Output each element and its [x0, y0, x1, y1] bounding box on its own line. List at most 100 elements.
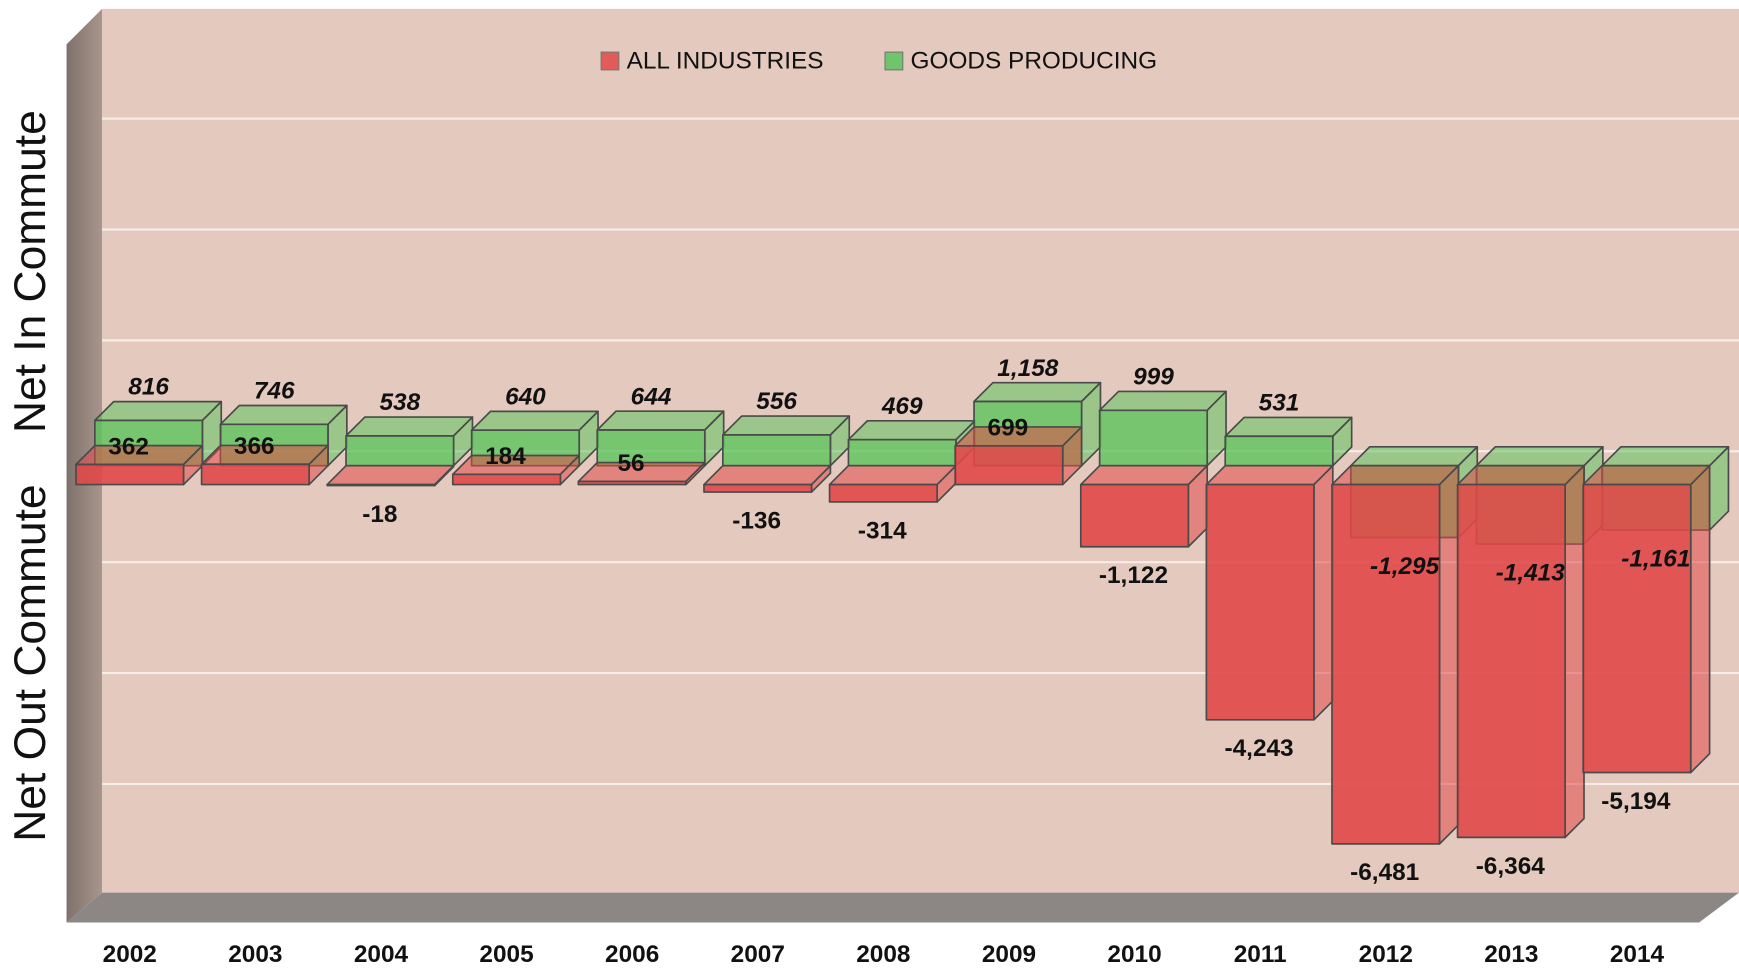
data-label: -314	[858, 517, 907, 544]
bar-top	[1079, 464, 1209, 486]
x-tick-label: 2005	[479, 941, 533, 968]
bar	[75, 444, 204, 486]
bar-side	[1689, 464, 1711, 774]
bar-front	[1582, 483, 1692, 774]
bar	[1331, 464, 1460, 845]
bar-front	[828, 483, 938, 503]
data-label: 184	[485, 443, 526, 470]
bar	[1205, 464, 1334, 721]
bar-front	[577, 480, 687, 486]
y-axis-label: Net In Commute	[6, 110, 55, 433]
data-label: 469	[881, 393, 923, 420]
bar-side	[1564, 464, 1585, 839]
x-tick-label: 2002	[103, 941, 157, 968]
bar-top	[1098, 390, 1227, 412]
data-label: 556	[756, 388, 797, 415]
bar-top	[847, 420, 976, 441]
x-tick-label: 2004	[354, 941, 409, 968]
data-label: 362	[108, 433, 149, 460]
data-label: -18	[362, 501, 397, 528]
data-label: 699	[988, 415, 1029, 442]
x-tick-label: 2010	[1107, 941, 1161, 968]
bar-top	[1205, 464, 1334, 486]
bar	[326, 464, 455, 487]
data-label: 531	[1259, 390, 1300, 417]
floor	[66, 892, 1739, 923]
bar-top	[219, 404, 348, 426]
bar	[1456, 464, 1585, 839]
bar	[703, 464, 832, 493]
data-label: 366	[234, 433, 275, 460]
bar-top	[973, 381, 1102, 403]
bar-front	[75, 463, 185, 486]
x-tick-label: 2013	[1484, 941, 1538, 968]
legend: ALL INDUSTRIES GOODS PRODUCING	[600, 48, 1157, 75]
data-label: -1,413	[1496, 559, 1566, 586]
bar-front	[721, 434, 832, 467]
bars	[75, 381, 1730, 845]
bar-top	[1224, 416, 1353, 438]
bar-front	[954, 444, 1064, 486]
bar-top	[470, 410, 599, 432]
x-tick-label: 2003	[228, 941, 282, 968]
bar-front	[345, 435, 455, 467]
bar-top	[596, 410, 725, 431]
bar	[1224, 416, 1353, 467]
x-tick-label: 2006	[605, 941, 659, 968]
bar-front	[1079, 483, 1190, 548]
bar-top	[345, 416, 474, 437]
x-tick-label: 2011	[1234, 941, 1287, 968]
bar-top	[828, 464, 957, 486]
bar-top	[1601, 446, 1730, 467]
bar-top	[1349, 446, 1479, 467]
data-label: 56	[617, 450, 644, 477]
bar-top	[703, 464, 832, 486]
data-label: -1,122	[1099, 562, 1168, 589]
bar-front	[326, 483, 436, 487]
bar	[577, 461, 706, 486]
bar-top	[1475, 446, 1604, 467]
bar-top	[1582, 464, 1711, 486]
data-label: -136	[732, 507, 781, 534]
legend-label: ALL INDUSTRIES	[627, 48, 824, 75]
bar	[828, 464, 957, 503]
legend-swatch	[884, 51, 904, 71]
bar-front	[847, 438, 957, 467]
data-label: 1,158	[997, 355, 1058, 382]
data-label: -5,194	[1601, 788, 1671, 815]
bar-top	[1456, 464, 1585, 486]
x-tick-label: 2007	[731, 941, 785, 968]
x-tick-label: 2009	[982, 941, 1036, 968]
bar	[345, 416, 474, 467]
bar-front	[1331, 483, 1441, 845]
data-label: -6,481	[1350, 859, 1419, 886]
data-label: 644	[631, 383, 672, 410]
legend-swatch	[600, 51, 620, 71]
bar	[1079, 464, 1209, 548]
bar	[1098, 390, 1227, 467]
x-tick-label: 2014	[1610, 941, 1665, 968]
bar-side	[1313, 464, 1334, 721]
data-label: 816	[128, 374, 169, 401]
bar-top	[721, 415, 851, 436]
bar-top	[1331, 464, 1460, 486]
data-label: -4,243	[1224, 735, 1293, 762]
data-label: 538	[379, 389, 420, 416]
bar-top	[93, 400, 223, 422]
data-label: 746	[254, 378, 295, 405]
x-tick-label: 2008	[856, 941, 910, 968]
bar-front	[1456, 483, 1566, 839]
bar	[721, 415, 851, 467]
bar-front	[1205, 483, 1315, 721]
bar-front	[1224, 435, 1334, 467]
data-label: 640	[505, 384, 546, 411]
bar-front	[200, 463, 310, 486]
bar	[1582, 464, 1711, 774]
bar	[954, 426, 1083, 486]
data-label: -1,295	[1370, 553, 1440, 580]
bar	[451, 454, 581, 486]
bar-side	[1438, 464, 1460, 845]
y-axis-label: Net Out Commute	[6, 484, 55, 841]
x-tick-label: 2012	[1359, 941, 1413, 968]
